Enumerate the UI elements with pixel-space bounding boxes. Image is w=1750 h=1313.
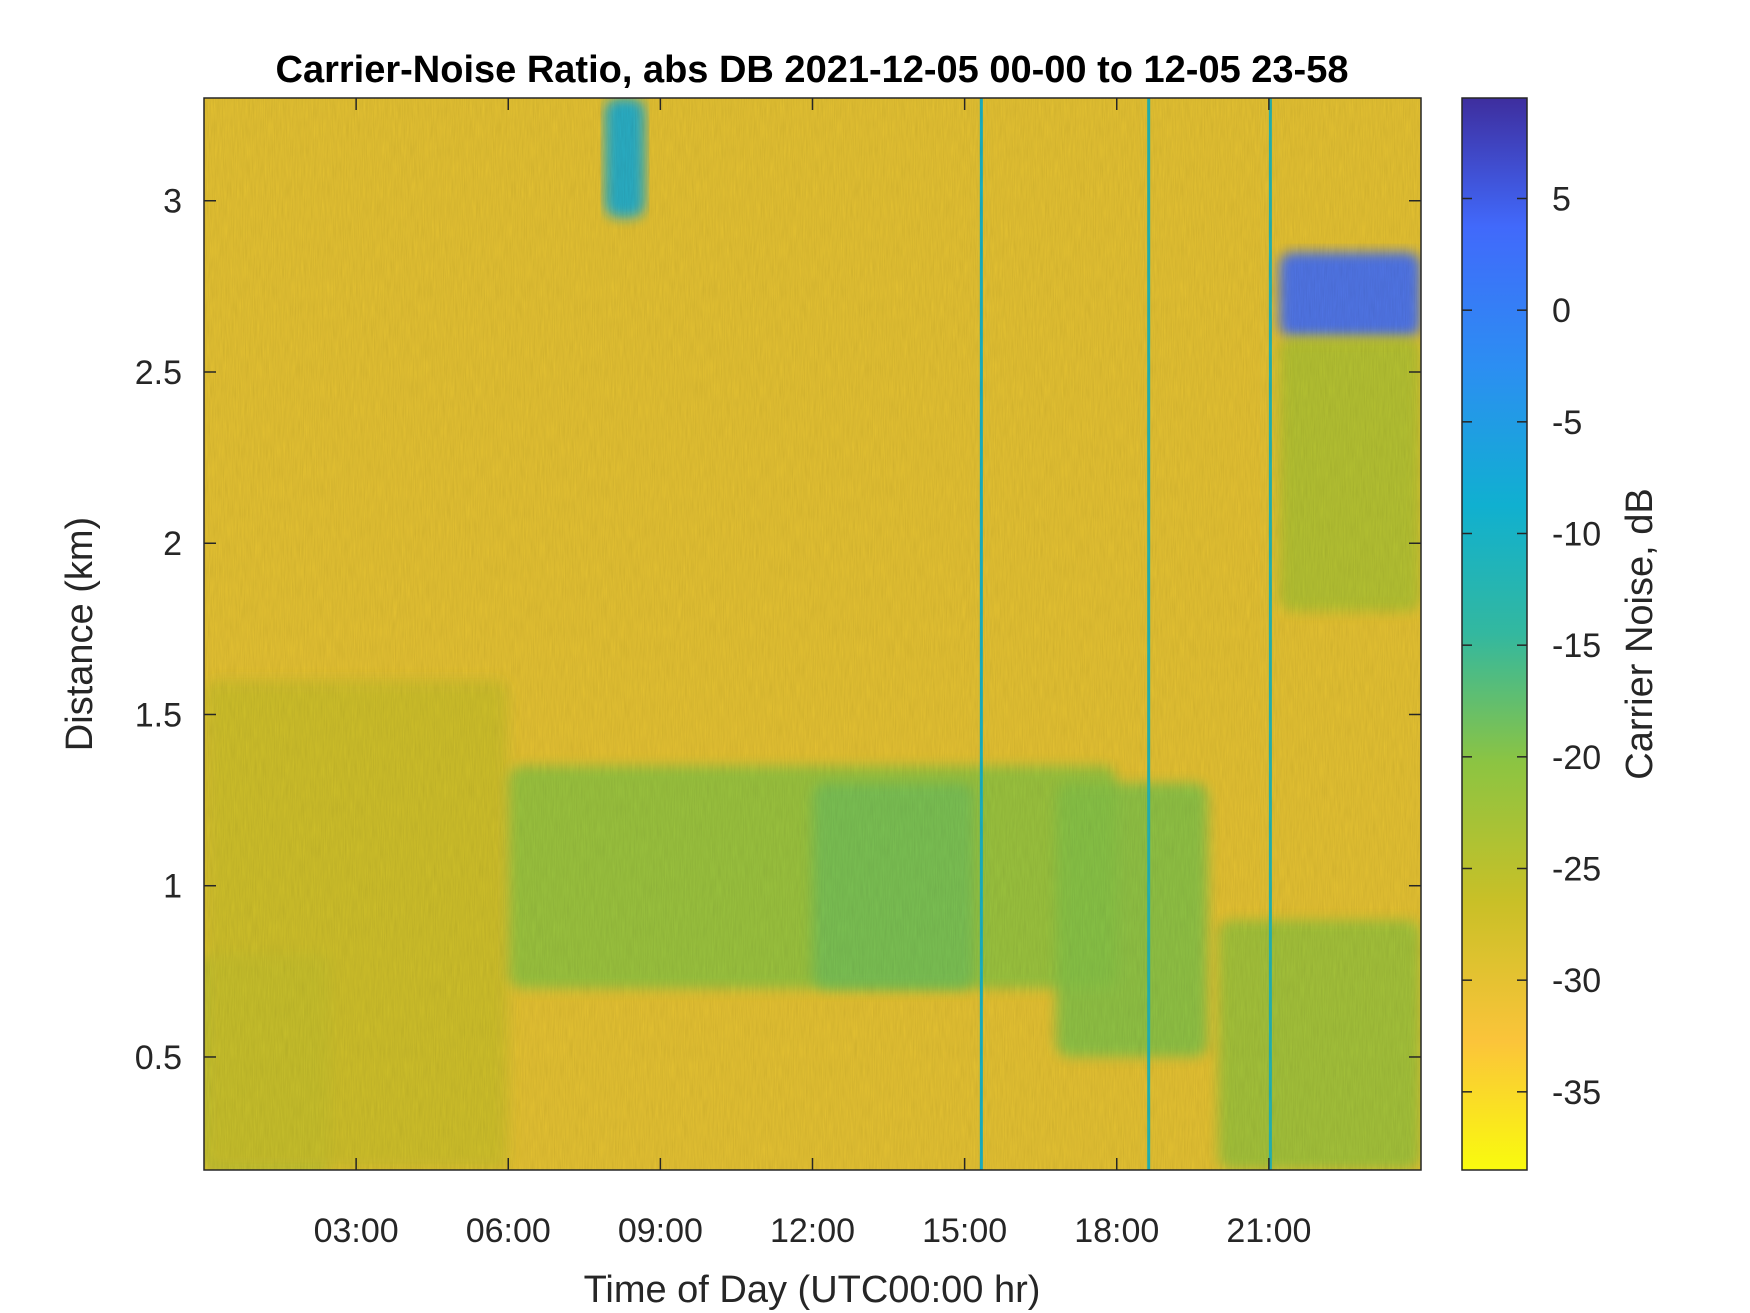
colorbar-tick-label: 5 [1552,181,1571,219]
chart-title: Carrier-Noise Ratio, abs DB 2021-12-05 0… [276,49,1349,91]
y-tick-label: 3 [163,183,182,221]
colorbar-tick-label: -5 [1552,404,1582,442]
colorbar-gradient [1462,98,1527,1170]
heatmap-texture [204,98,1421,1170]
y-axis-label: Distance (km) [59,517,101,751]
y-tick-label: 2 [163,525,182,563]
colorbar-tick-label: -35 [1552,1074,1601,1112]
colorbar-tick-label: -25 [1552,851,1601,889]
heatmap-plot-area [204,98,1421,1170]
x-tick-label: 03:00 [314,1212,399,1250]
colorbar-tick-label: -15 [1552,627,1601,665]
colorbar-ticks: 5 0 -5 -10 -15 -20 -25 -30 -35 [1462,181,1601,1112]
y-axis: 0.5 1 1.5 2 2.5 3 [135,183,1421,1077]
x-axis-label: Time of Day (UTC00:00 hr) [584,1269,1041,1311]
y-tick-label: 0.5 [135,1039,182,1077]
x-tick-label: 09:00 [618,1212,703,1250]
colorbar-label: Carrier Noise, dB [1619,488,1661,779]
colorbar: 5 0 -5 -10 -15 -20 -25 -30 -35 Carrier Noise, dB [1461,97,1661,1171]
y-tick-label: 1 [163,868,182,906]
colorbar-tick-label: 0 [1552,292,1571,330]
colorbar-tick-label: -10 [1552,516,1601,554]
x-tick-label: 15:00 [922,1212,1007,1250]
colorbar-tick-label: -30 [1552,962,1601,1000]
y-tick-label: 2.5 [135,354,182,392]
y-tick-label: 1.5 [135,696,182,734]
x-tick-label: 18:00 [1074,1212,1159,1250]
x-axis: 03:00 06:00 09:00 12:00 15:00 18:00 21:00 [314,98,1311,1250]
colorbar-frame [1461,97,1528,1171]
colorbar-tick-label: -20 [1552,739,1601,777]
x-tick-label: 21:00 [1226,1212,1311,1250]
x-tick-label: 12:00 [770,1212,855,1250]
x-tick-label: 06:00 [466,1212,551,1250]
